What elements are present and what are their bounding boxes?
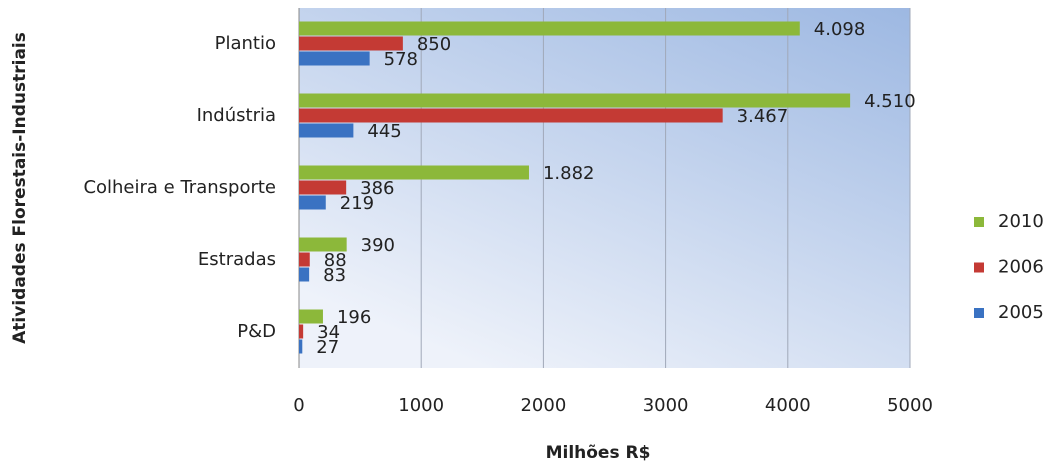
value-label: 386 xyxy=(360,178,394,199)
bar xyxy=(299,339,303,354)
y-axis-title: Atividades Florestais-Industriais xyxy=(10,32,30,344)
x-tick-label: 4000 xyxy=(765,395,811,416)
value-label: 3.467 xyxy=(737,106,789,127)
x-tick-label: 2000 xyxy=(520,395,566,416)
x-tick-label: 5000 xyxy=(887,395,933,416)
bar xyxy=(299,267,310,282)
bar xyxy=(299,324,304,339)
legend-marker xyxy=(974,262,984,273)
bar xyxy=(299,21,800,36)
bar xyxy=(299,180,347,195)
y-tick-label: Indústria xyxy=(197,105,276,126)
bar xyxy=(299,36,403,51)
bar xyxy=(299,51,370,66)
y-tick-label: Estradas xyxy=(198,249,276,270)
value-label: 83 xyxy=(323,265,346,286)
value-label: 1.882 xyxy=(543,163,595,184)
legend-label: 2006 xyxy=(998,257,1044,278)
legend-label: 2005 xyxy=(998,302,1044,323)
bar xyxy=(299,108,723,123)
bar xyxy=(299,123,354,138)
value-label: 219 xyxy=(340,193,374,214)
legend-marker xyxy=(974,217,984,227)
legend-marker xyxy=(974,308,984,318)
value-label: 34 xyxy=(317,322,340,343)
y-tick-label: P&D xyxy=(237,321,276,342)
bar xyxy=(299,252,310,267)
value-label: 88 xyxy=(324,250,347,271)
value-label: 196 xyxy=(337,307,371,328)
value-label: 445 xyxy=(367,121,401,142)
y-tick-label: Colheira e Transporte xyxy=(83,177,276,198)
value-label: 4.098 xyxy=(814,19,866,40)
x-tick-label: 1000 xyxy=(398,395,444,416)
y-tick-label: Plantio xyxy=(215,33,276,54)
x-tick-label: 0 xyxy=(293,395,304,416)
value-label: 390 xyxy=(361,235,395,256)
bar xyxy=(299,309,323,324)
value-label: 4.510 xyxy=(864,91,916,112)
value-label: 27 xyxy=(316,337,339,358)
x-tick-label: 3000 xyxy=(643,395,689,416)
value-label: 578 xyxy=(384,49,418,70)
bar xyxy=(299,237,347,252)
bar xyxy=(299,93,851,108)
value-label: 850 xyxy=(417,34,451,55)
plot-area xyxy=(299,8,910,368)
bar xyxy=(299,165,529,180)
bar xyxy=(299,195,326,210)
x-axis-title: Milhões R$ xyxy=(546,443,651,463)
legend-label: 2010 xyxy=(998,211,1044,232)
